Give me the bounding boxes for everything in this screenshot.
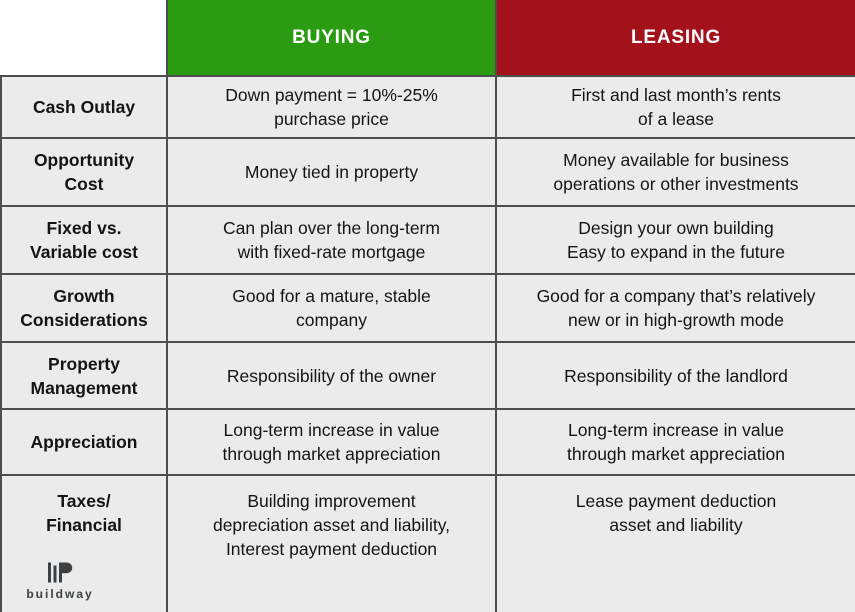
row-label-appreciation: Appreciation xyxy=(0,408,166,474)
opportunity-cost-buying-cell: Money tied in property xyxy=(166,137,495,205)
header-leasing: LEASING xyxy=(495,0,855,75)
buildway-logo: buildway xyxy=(26,560,94,601)
row-label-cash-outlay: Cash Outlay xyxy=(0,75,166,137)
cash-outlay-leasing-cell: First and last month’s rents of a lease xyxy=(495,75,855,137)
row-label-property-management: Property Management xyxy=(0,341,166,408)
property-management-leasing-cell: Responsibility of the landlord xyxy=(495,341,855,408)
taxes-financial-buying-cell: Building improvement depreciation asset … xyxy=(166,474,495,612)
appreciation-buying-cell: Long-term increase in value through mark… xyxy=(166,408,495,474)
fixed-vs-variable-leasing-cell: Design your own building Easy to expand … xyxy=(495,205,855,273)
taxes-financial-leasing-cell: Lease payment deduction asset and liabil… xyxy=(495,474,855,612)
row-label-fixed-vs-variable-cost: Fixed vs. Variable cost xyxy=(0,205,166,273)
row-label-taxes-financial: Taxes/ Financial xyxy=(0,474,166,612)
appreciation-leasing-cell: Long-term increase in value through mark… xyxy=(495,408,855,474)
property-management-buying-cell: Responsibility of the owner xyxy=(166,341,495,408)
buildway-logo-icon xyxy=(47,560,74,585)
opportunity-cost-leasing-cell: Money available for business operations … xyxy=(495,137,855,205)
fixed-vs-variable-buying-cell: Can plan over the long-term with fixed-r… xyxy=(166,205,495,273)
growth-considerations-buying-cell: Good for a mature, stable company xyxy=(166,273,495,341)
cash-outlay-buying-cell: Down payment = 10%-25% purchase price xyxy=(166,75,495,137)
growth-considerations-leasing-cell: Good for a company that’s relatively new… xyxy=(495,273,855,341)
row-label-opportunity-cost: Opportunity Cost xyxy=(0,137,166,205)
header-empty-cell xyxy=(0,0,166,75)
header-buying: BUYING xyxy=(166,0,495,75)
row-label-growth-considerations: Growth Considerations xyxy=(0,273,166,341)
buildway-logo-text: buildway xyxy=(26,587,94,601)
